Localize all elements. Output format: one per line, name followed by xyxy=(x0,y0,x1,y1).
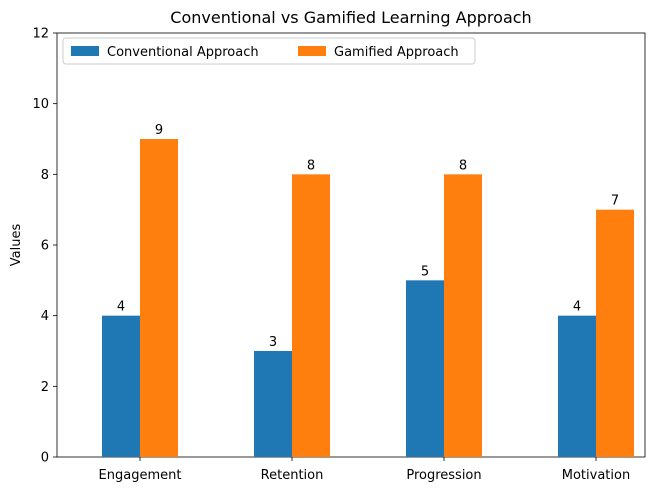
y-tick-label-4: 8 xyxy=(41,168,49,183)
y-tick-label-0: 0 xyxy=(41,451,49,466)
chart-title: Conventional vs Gamified Learning Approa… xyxy=(170,8,531,27)
y-tick-label-1: 2 xyxy=(41,380,49,395)
bar-1-2 xyxy=(444,174,482,458)
x-tick-label-1: Retention xyxy=(261,468,324,483)
legend-swatch-0 xyxy=(71,46,99,56)
y-axis-label: Values xyxy=(9,224,24,267)
bar-0-3 xyxy=(558,315,596,457)
bar-1-3 xyxy=(596,209,634,457)
bar-0-2 xyxy=(406,280,444,457)
y-tick-label-6: 12 xyxy=(32,27,49,42)
plot-area: 0 2 4 6 8 10 12 Engagement 4 9 Retention 3 8 Progress… xyxy=(32,27,646,483)
x-tick-label-2: Progression xyxy=(406,468,481,483)
bar-0-1 xyxy=(254,351,292,457)
bar-value-label-0-2: 5 xyxy=(421,264,429,279)
y-tick-label-2: 4 xyxy=(41,309,49,324)
legend-frame xyxy=(62,37,476,65)
bar-value-label-0-1: 3 xyxy=(269,335,277,350)
bar-1-0 xyxy=(140,139,178,457)
legend-label-1: Gamified Approach xyxy=(334,45,459,60)
legend-swatch-1 xyxy=(298,46,326,56)
bar-0-0 xyxy=(102,315,140,457)
legend-label-0: Conventional Approach xyxy=(107,45,259,60)
bar-value-label-0-3: 4 xyxy=(573,300,581,315)
bar-value-label-1-2: 8 xyxy=(459,158,467,173)
x-tick-label-0: Engagement xyxy=(99,468,182,483)
bar-1-1 xyxy=(292,174,330,458)
y-tick-label-3: 6 xyxy=(41,239,49,254)
bar-value-label-1-3: 7 xyxy=(611,194,619,209)
bar-value-label-1-0: 9 xyxy=(155,123,163,138)
bar-value-label-1-1: 8 xyxy=(307,158,315,173)
bar-value-label-0-0: 4 xyxy=(117,300,125,315)
y-tick-label-5: 10 xyxy=(32,97,49,112)
x-tick-label-3: Motivation xyxy=(562,468,630,483)
legend: Conventional Approach Gamified Approach xyxy=(62,37,476,65)
